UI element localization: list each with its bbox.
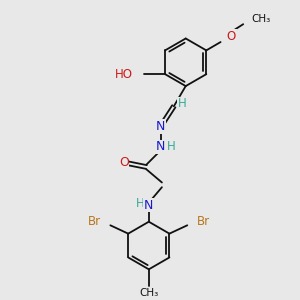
Text: Br: Br [88, 215, 101, 228]
Text: H: H [167, 140, 176, 153]
Text: H: H [178, 98, 187, 110]
Text: O: O [227, 30, 236, 43]
Text: Br: Br [197, 215, 210, 228]
Text: HO: HO [115, 68, 133, 81]
Text: O: O [119, 156, 129, 169]
Text: H: H [135, 197, 144, 210]
Text: CH₃: CH₃ [139, 288, 158, 298]
Text: N: N [144, 199, 154, 212]
Text: CH₃: CH₃ [251, 14, 271, 24]
Text: N: N [156, 140, 165, 153]
Text: N: N [156, 120, 165, 133]
